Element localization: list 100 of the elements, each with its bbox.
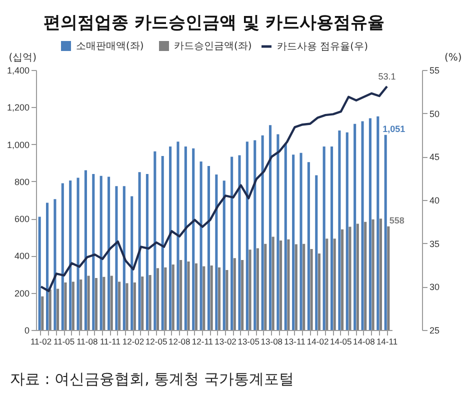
bar (72, 282, 74, 330)
chart-title: 편의점업종 카드승인금액 및 카드사용점유율 (44, 13, 384, 33)
bar (230, 156, 234, 330)
legend-label: 소매판매액(좌) (76, 41, 144, 52)
bar (154, 151, 156, 330)
y-tick-label: 1,200 (6, 102, 30, 113)
bar (256, 248, 259, 330)
bar (115, 186, 118, 330)
y2-tick-label: 30 (430, 282, 440, 292)
bar (264, 244, 267, 330)
bar (164, 267, 167, 330)
bar (41, 296, 44, 330)
x-tick-label: 12-08 (168, 336, 191, 346)
x-tick-label: 14-02 (306, 336, 329, 346)
bar (146, 174, 148, 330)
x-tick-label: 11-08 (76, 336, 98, 346)
legend-label: 카드사용 점유율(우) (277, 42, 368, 52)
bar (218, 267, 221, 330)
bar (192, 148, 195, 330)
y-tick-label: 800 (14, 176, 30, 187)
bar (80, 279, 82, 330)
bar (87, 276, 90, 330)
bar (372, 219, 374, 330)
bar (118, 282, 121, 330)
y-axis-title: (십억) (8, 52, 37, 64)
bar (222, 180, 226, 330)
x-tick-label: 12-02 (122, 336, 144, 346)
bar (110, 276, 113, 330)
bar (172, 264, 174, 330)
bar (310, 249, 313, 330)
y-tick-label: 1,400 (6, 66, 30, 76)
bar (284, 144, 287, 330)
bar (69, 180, 72, 330)
bar (84, 170, 87, 330)
data-label: 558 (389, 215, 404, 226)
bar (356, 224, 359, 330)
x-tick-label: 11-05 (54, 336, 75, 346)
bar (368, 118, 372, 330)
bar (287, 239, 290, 330)
bar (169, 146, 172, 330)
bar (56, 288, 60, 330)
bar (361, 121, 364, 330)
bar (302, 244, 306, 330)
bar (246, 142, 248, 330)
bar (346, 132, 348, 330)
x-tick-label: 14-08 (353, 336, 376, 346)
bar (38, 216, 41, 330)
bar (133, 282, 136, 330)
legend-label: 카드승인금액(좌) (174, 41, 252, 52)
y2-tick-label: 35 (430, 238, 440, 249)
x-tick-label: 13-11 (284, 336, 306, 346)
bar (108, 176, 110, 330)
bar (46, 202, 49, 330)
x-tick-label: 11-11 (100, 336, 121, 346)
bar (384, 134, 387, 330)
bar (379, 218, 382, 330)
y2-tick-label: 55 (430, 66, 440, 76)
bar (364, 222, 367, 330)
bar (333, 238, 336, 330)
bar (330, 146, 334, 330)
text: 자료 : 여신금융협회, 통계청 국가통계포털 (9, 369, 295, 389)
bar (254, 140, 256, 330)
bar (92, 174, 95, 330)
y-tick-label: 200 (14, 288, 30, 298)
x-tick-label: 11-02 (30, 336, 52, 346)
bar (268, 125, 272, 330)
bar (226, 270, 228, 330)
bar (215, 174, 218, 330)
x-tick-label: 12-05 (145, 336, 168, 346)
bar (187, 261, 190, 330)
bar (348, 226, 352, 330)
bar (48, 290, 52, 330)
bar (200, 162, 202, 330)
bar (280, 240, 282, 330)
bar (64, 282, 67, 330)
bar (322, 146, 326, 330)
bar (102, 276, 106, 330)
bar (54, 199, 56, 330)
bar (130, 196, 134, 330)
bar (100, 176, 102, 330)
data-label: 53.1 (378, 71, 396, 82)
bar (294, 244, 298, 330)
y-tick-label: 1,000 (6, 140, 30, 150)
bar (156, 268, 160, 330)
bar (233, 258, 236, 330)
bar (338, 130, 341, 330)
bar (210, 266, 213, 330)
bar (122, 186, 126, 330)
bar (176, 142, 180, 330)
bar (307, 162, 310, 330)
x-tick-label: 14-05 (330, 336, 352, 346)
bar (276, 134, 280, 330)
bar (318, 253, 320, 330)
bar (387, 226, 390, 330)
y-tick-label: 600 (14, 214, 30, 224)
bar (94, 278, 98, 330)
bar (300, 152, 302, 330)
bar (138, 172, 141, 330)
bar (76, 178, 80, 330)
y2-axis-title: (%) (444, 52, 462, 64)
